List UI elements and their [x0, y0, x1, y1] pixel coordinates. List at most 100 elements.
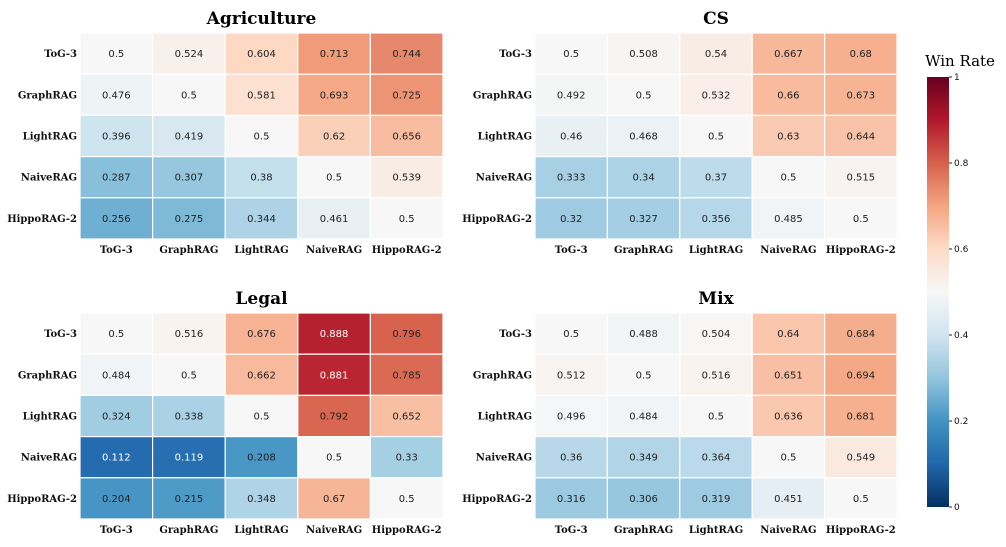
- cell-value-label: 0.713: [320, 49, 349, 60]
- cell-value-label: 0.344: [247, 214, 276, 225]
- cell-value-label: 0.694: [846, 370, 875, 381]
- cell-value-label: 0.396: [102, 132, 131, 143]
- cell-value-label: 0.348: [247, 494, 276, 505]
- row-label: HippoRAG-2: [462, 494, 532, 505]
- heatmap-cell: [534, 312, 609, 355]
- row-label: LightRAG: [478, 132, 532, 143]
- cell-value-label: 0.5: [108, 329, 124, 340]
- cell-value-label: 0.119: [175, 453, 204, 464]
- heatmap-cell: [297, 436, 371, 479]
- cell-value-label: 0.204: [102, 494, 131, 505]
- cell-value-label: 0.307: [175, 173, 204, 184]
- cell-value-label: 0.515: [846, 173, 875, 184]
- heatmap-cell: [751, 32, 826, 75]
- column-label: LightRAG: [234, 245, 288, 256]
- cell-value-label: 0.792: [320, 412, 349, 423]
- cell-value-label: 0.324: [102, 412, 131, 423]
- row-label: LightRAG: [478, 412, 532, 423]
- row-label: ToG-3: [44, 49, 77, 60]
- cell-value-label: 0.275: [175, 214, 204, 225]
- row-label: GraphRAG: [18, 370, 77, 381]
- heatmap-cell: [369, 156, 444, 199]
- heatmap-cell: [534, 197, 609, 240]
- column-label: ToG-3: [100, 525, 133, 536]
- column-label: ToG-3: [555, 525, 588, 536]
- row-label: ToG-3: [499, 49, 532, 60]
- cell-value-label: 0.5: [563, 329, 579, 340]
- heatmap-cell: [679, 394, 753, 438]
- cell-value-label: 0.349: [629, 453, 658, 464]
- column-label: HippoRAG-2: [826, 245, 896, 256]
- heatmap-cell: [79, 73, 154, 116]
- column-label: LightRAG: [234, 525, 288, 536]
- column-label: GraphRAG: [159, 245, 218, 256]
- colorbar-tick-label: 0: [954, 503, 960, 513]
- cell-value-label: 0.644: [846, 132, 875, 143]
- cell-value-label: 0.5: [853, 494, 869, 505]
- heatmap-panel-mix: Mix 0.5 0.488 0.504 0.64 0.684 0.512 0.5 0.516 0.…: [462, 289, 898, 536]
- cell-value-label: 0.516: [175, 329, 204, 340]
- heatmap-cell: [152, 114, 226, 158]
- heatmap-cell: [606, 32, 681, 75]
- heatmap-cell: [679, 197, 753, 240]
- heatmap-cell: [79, 312, 154, 355]
- cell-value-label: 0.63: [777, 132, 799, 143]
- colorbar-gradient: [927, 77, 949, 507]
- colorbar-tick-label: 0.4: [954, 331, 969, 341]
- cell-value-label: 0.451: [774, 494, 803, 505]
- cell-value-label: 0.333: [557, 173, 586, 184]
- cell-value-label: 0.496: [557, 412, 586, 423]
- cell-value-label: 0.5: [181, 370, 197, 381]
- row-label: NaiveRAG: [476, 173, 532, 184]
- cell-value-label: 0.5: [254, 412, 270, 423]
- cell-value-label: 0.693: [320, 90, 349, 101]
- cell-value-label: 0.36: [560, 453, 582, 464]
- cell-value-label: 0.356: [702, 214, 731, 225]
- heatmap-cell: [79, 32, 154, 75]
- cell-value-label: 0.319: [702, 494, 731, 505]
- column-label: GraphRAG: [614, 525, 673, 536]
- heatmap-cell: [79, 197, 154, 240]
- column-label: ToG-3: [555, 245, 588, 256]
- cell-value-label: 0.785: [392, 370, 421, 381]
- heatmap-cell: [606, 114, 681, 158]
- heatmap-cell: [751, 114, 826, 158]
- column-label: LightRAG: [689, 525, 743, 536]
- cell-value-label: 0.5: [108, 49, 124, 60]
- cell-value-label: 0.5: [636, 370, 652, 381]
- heatmap-cell: [534, 477, 609, 520]
- cell-value-label: 0.684: [846, 329, 875, 340]
- cell-value-label: 0.488: [629, 329, 658, 340]
- cell-value-label: 0.881: [320, 370, 349, 381]
- cell-value-label: 0.5: [853, 214, 869, 225]
- heatmap-cell: [823, 394, 898, 438]
- column-label: HippoRAG-2: [372, 525, 442, 536]
- heatmap-cell: [823, 114, 898, 158]
- heatmap-cell: [751, 312, 826, 355]
- row-label: LightRAG: [23, 132, 77, 143]
- column-label: NaiveRAG: [306, 245, 362, 256]
- row-label: HippoRAG-2: [462, 214, 532, 225]
- cell-value-label: 0.667: [774, 49, 803, 60]
- cell-value-label: 0.32: [560, 214, 582, 225]
- cell-value-label: 0.5: [399, 494, 415, 505]
- cell-value-label: 0.112: [102, 453, 131, 464]
- cell-value-label: 0.5: [399, 214, 415, 225]
- heatmap-cell: [297, 353, 371, 397]
- heatmap-cell: [534, 73, 609, 116]
- heatmap-cell: [152, 436, 226, 479]
- column-label: GraphRAG: [159, 525, 218, 536]
- heatmap-cell: [369, 73, 444, 116]
- cell-value-label: 0.67: [323, 494, 345, 505]
- heatmap-cell: [152, 197, 226, 240]
- column-label: GraphRAG: [614, 245, 673, 256]
- cell-value-label: 0.512: [557, 370, 586, 381]
- cell-value-label: 0.652: [392, 412, 421, 423]
- cell-value-label: 0.604: [247, 49, 276, 60]
- heatmap-cell: [224, 73, 299, 116]
- panel-title: Agriculture: [206, 9, 317, 29]
- heatmap-cell: [534, 353, 609, 397]
- cell-value-label: 0.364: [702, 453, 731, 464]
- heatmap-cell: [606, 197, 681, 240]
